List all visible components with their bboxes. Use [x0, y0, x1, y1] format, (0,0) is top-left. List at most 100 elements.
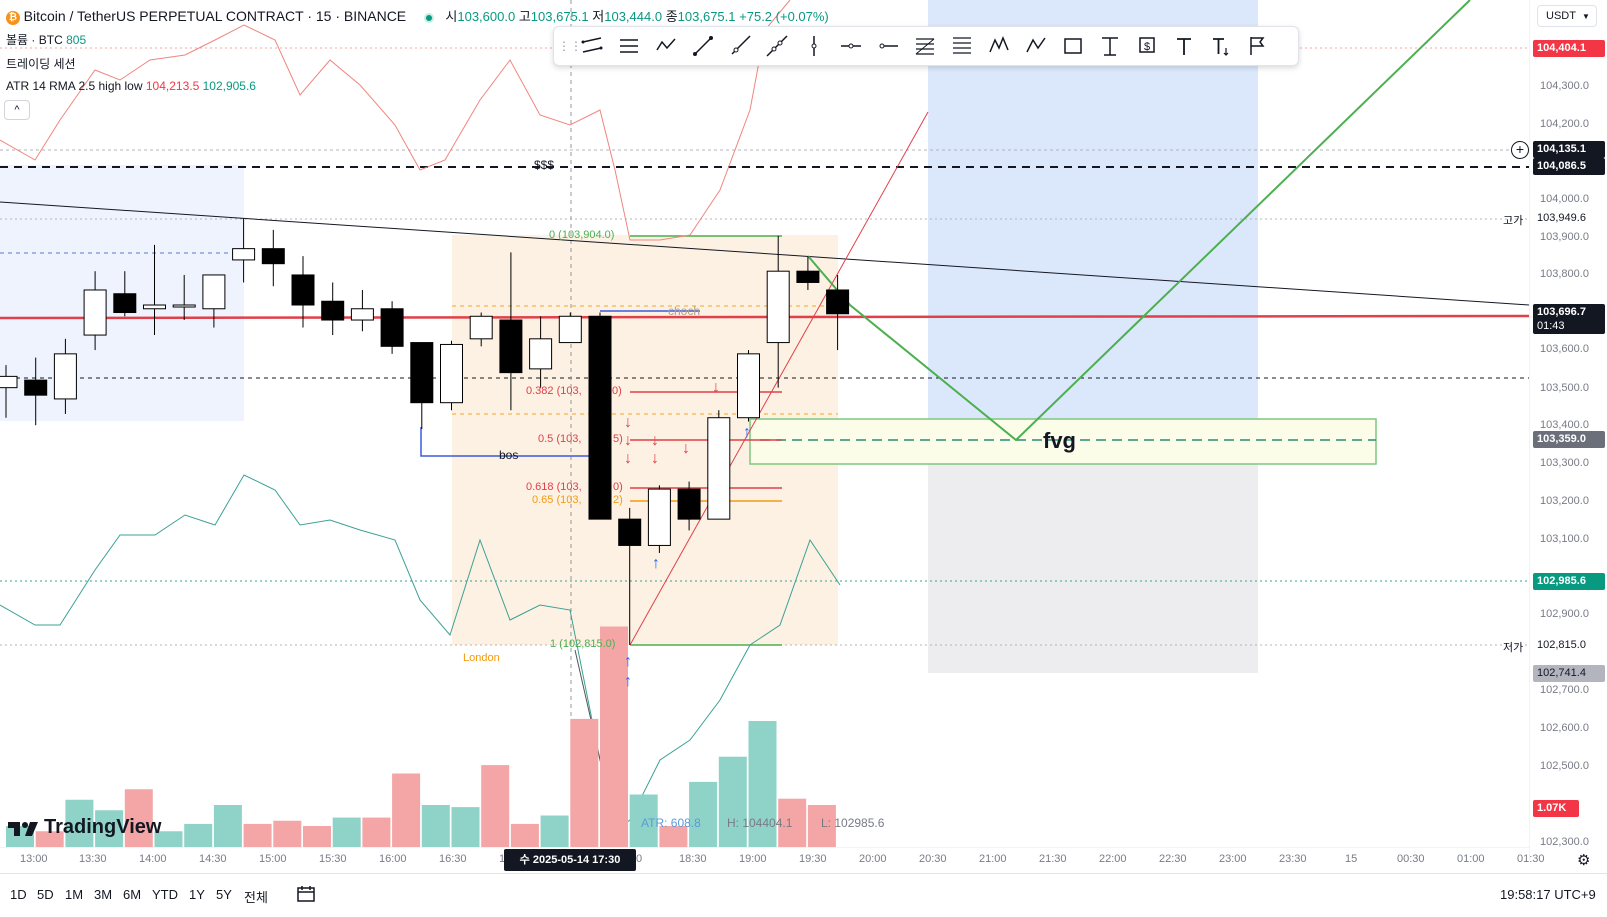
range-button[interactable]: 1M [65, 887, 84, 902]
range-button[interactable]: YTD [152, 887, 178, 902]
volume-bar [659, 826, 688, 847]
text-tool-tool-button[interactable] [1205, 30, 1237, 62]
price-scale-label: 103,800.0 [1540, 268, 1589, 280]
xabcd-pattern-tool-button[interactable] [983, 30, 1015, 62]
time-axis-label: 21:00 [979, 853, 1007, 865]
volume-legend-value: 805 [66, 33, 87, 47]
tradingview-logo-text: TradingView [44, 816, 162, 838]
low-price-tag: 102,815.0 [1533, 637, 1605, 654]
volume-bar [689, 781, 718, 847]
symbol-title[interactable]: Bitcoin / TetherUS PERPETUAL CONTRACT · … [23, 8, 407, 24]
candle [766, 235, 790, 388]
price-range-tool-button[interactable] [1094, 30, 1126, 62]
tradingview-logo[interactable]: TradingView [8, 816, 161, 839]
vertical-line-icon [811, 36, 817, 56]
volume-legend[interactable]: 볼륨 · BTC 805 [6, 31, 86, 48]
sell-arrow: ↓ [624, 432, 632, 449]
range-button[interactable]: 전체 [244, 890, 268, 905]
volume-bar [748, 721, 777, 847]
candle-body-bearish [588, 315, 612, 520]
range-button[interactable]: 1Y [189, 887, 205, 902]
fib-extension-tool-button[interactable] [946, 30, 978, 62]
regression-channel-tool-button[interactable] [613, 30, 645, 62]
volume-bar [718, 756, 747, 847]
currency-selector[interactable]: USDT ▼ [1537, 5, 1597, 27]
close-value: 103,675.1 [677, 9, 736, 24]
extended-line-tool-button[interactable] [761, 30, 793, 62]
fib-retracement-tool-button[interactable] [909, 30, 941, 62]
range-button[interactable]: 5D [37, 887, 54, 902]
bos-line [420, 427, 592, 457]
text-tool-icon [1213, 38, 1229, 56]
price-note-tool-button[interactable]: $ [1131, 30, 1163, 62]
range-button[interactable]: 3M [94, 887, 113, 902]
range-button[interactable]: 1D [10, 887, 27, 902]
drawing-toolbar: ⋮⋮ $ [553, 26, 1299, 66]
time-axis-label: 15:00 [259, 853, 287, 865]
candle-body-bearish [291, 274, 315, 306]
vertical-line-tool-button[interactable] [798, 30, 830, 62]
add-alert-icon[interactable]: + [1511, 141, 1529, 159]
session-legend[interactable]: 트레이딩 세션 [6, 57, 76, 71]
low-side-label: 저가 [1503, 642, 1524, 654]
price-scale-label: 103,300.0 [1540, 457, 1589, 469]
regression-channel-icon [620, 39, 638, 53]
bar-countdown: 01:43 [1537, 320, 1565, 332]
atr-low-tag: 102,985.6 [1533, 573, 1605, 590]
trend-line-tool-button[interactable] [687, 30, 719, 62]
descending-trendline[interactable] [0, 201, 1530, 306]
price-note-icon: $ [1139, 37, 1155, 53]
legend-collapse-button[interactable]: ^ [4, 100, 30, 120]
goto-date-calendar-icon[interactable] [296, 884, 316, 904]
high-stat: H: 104404.1 [727, 816, 793, 830]
low-value: 103,444.0 [604, 9, 663, 24]
parallel-channel-tool-button[interactable] [576, 30, 608, 62]
fvg-zone[interactable] [749, 418, 1377, 465]
range-low-tag: 102,741.4 [1533, 665, 1605, 682]
chart-settings-gear-icon[interactable]: ⚙ [1577, 852, 1591, 869]
volume-bar [362, 817, 391, 847]
candle-body-bearish [826, 289, 850, 315]
ray-tool-button[interactable] [724, 30, 756, 62]
atr-legend[interactable]: ATR 14 RMA 2.5 high low 104,213.5 102,90… [6, 79, 256, 93]
time-axis-label: 15 [1345, 853, 1358, 865]
text-tool-button[interactable] [1168, 30, 1200, 62]
time-axis-label: 21:30 [1039, 853, 1067, 865]
range-button[interactable]: 6M [123, 887, 142, 902]
buy-arrow: ↑ [624, 653, 632, 670]
volume-bar [332, 817, 361, 847]
volume-bar [807, 805, 836, 847]
flag-tool-button[interactable] [1242, 30, 1274, 62]
drag-handle-icon[interactable]: ⋮⋮ [558, 39, 582, 53]
candle [737, 350, 760, 422]
volume-bar [95, 810, 124, 847]
volume-bar [778, 798, 807, 847]
rising-trendline[interactable] [629, 111, 929, 646]
time-axis-label: 22:30 [1159, 853, 1187, 865]
zigzag-tool-button[interactable] [650, 30, 682, 62]
rectangle-tool-button[interactable] [1057, 30, 1089, 62]
time-axis-label: 14:00 [139, 853, 167, 865]
sell-arrow: ↓ [624, 450, 632, 467]
candle-body-bearish [796, 270, 820, 283]
fib-65-label-end: 2) [613, 494, 623, 506]
time-axis-label: 00:30 [1397, 853, 1425, 865]
bos-label: bos [499, 448, 519, 462]
high-side-label: 고가 [1503, 215, 1524, 227]
horizontal-line-tool-button[interactable] [835, 30, 867, 62]
range-button[interactable]: 5Y [216, 887, 232, 902]
volume-bar [124, 789, 153, 847]
abcd-pattern-tool-button[interactable] [1020, 30, 1052, 62]
symbol-header: ₿ Bitcoin / TetherUS PERPETUAL CONTRACT … [6, 6, 829, 25]
projection-path[interactable] [807, 0, 1471, 442]
candle [796, 256, 820, 290]
sss-price-tag: 104,086.5 [1533, 158, 1605, 175]
candle [261, 229, 285, 287]
sell-arrow: ↓ [651, 432, 659, 449]
horizontal-ray-tool-button[interactable] [872, 30, 904, 62]
time-axis[interactable] [0, 847, 1529, 873]
clock-timezone[interactable]: 19:58:17 UTC+9 [1500, 887, 1596, 902]
candle-body-bullish [232, 248, 256, 261]
atr-stat: ATR: 608.8 [641, 816, 701, 830]
